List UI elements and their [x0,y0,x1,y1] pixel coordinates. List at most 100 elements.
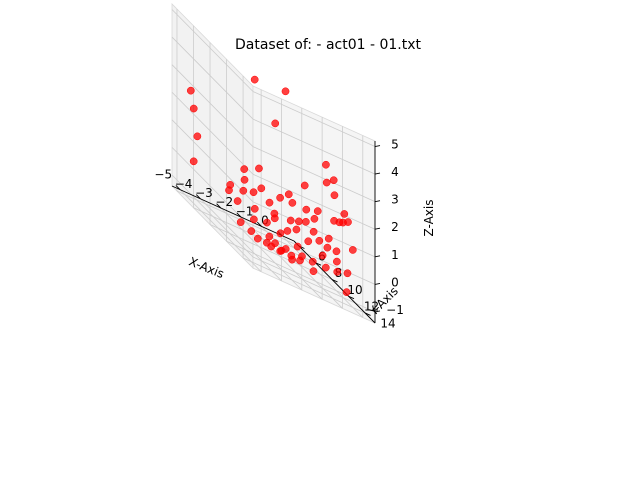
x-tick [256,221,262,227]
data-point [193,132,202,141]
data-point [342,288,351,296]
x-tick-label: −4 [175,177,193,191]
z-tick-label: 2 [391,220,399,234]
grid-line-x-floor [200,198,282,282]
data-point [257,184,266,193]
z-tick [374,282,381,285]
data-point [321,263,330,272]
data-point [302,205,311,214]
data-point [300,181,309,190]
z-tick [374,172,381,175]
data-point [276,193,284,202]
data-point [333,268,342,276]
data-point [270,214,279,223]
data-point [313,207,322,215]
data-point [298,252,306,261]
data-point [324,234,333,243]
grid-line-y-floor [242,257,366,314]
x-tick [216,203,222,209]
data-point [281,87,290,96]
z-tick-label: 0 [391,275,399,289]
data-point [288,255,296,264]
data-point [288,199,297,207]
data-point [233,197,242,205]
y-tick [348,295,355,300]
data-point [250,215,258,224]
data-point [293,242,302,251]
z-tick [374,200,381,203]
data-point [323,243,332,252]
data-point [263,218,271,227]
grid-line-z-back [252,146,376,203]
grid-line-z-back [252,173,376,230]
data-point [330,191,339,200]
data-point [309,267,318,276]
z-tick-label: 1 [391,248,399,262]
data-point [295,217,303,226]
z-tick-label: −1 [386,303,404,317]
data-point [186,86,195,95]
y-tick-label: 12 [364,300,379,314]
grid-line-z-left [171,9,254,92]
x-axis-label: X-Axis [187,254,226,281]
x-tick [195,194,201,200]
data-point [322,178,331,187]
data-point [189,104,198,113]
data-point [284,190,293,199]
x-tick-label: −5 [154,168,172,182]
x-tick-label: −2 [215,195,233,209]
axis-lines [171,141,376,324]
grid-line-z-left [171,64,254,147]
x-tick [175,185,181,190]
y-axis-line [293,240,376,324]
data-points [186,75,357,296]
grid-line-x-floor [220,207,303,291]
z-axis-label: Z-Axis [422,200,436,237]
chart-title: Dataset of: - act01 - 01.txt [235,37,422,53]
grid-line-z-left [171,119,254,203]
y-tick [315,262,322,266]
data-point [240,175,249,184]
data-point [276,247,285,255]
y-tick-label: 10 [347,283,362,297]
z-tick-label: 5 [391,138,399,152]
x-tick [236,212,242,218]
data-point [340,210,349,218]
data-point [276,229,285,238]
data-point [309,227,318,236]
data-point [239,186,248,195]
data-point [315,236,324,245]
data-point [283,227,292,235]
x-axis-line [171,185,295,242]
data-point [310,214,319,223]
grid-line-z-left [171,174,254,258]
data-point [286,216,295,225]
data-point [343,269,352,278]
data-point [265,198,274,207]
data-point [247,227,256,235]
z-tick [374,255,381,258]
data-point [304,237,313,246]
data-point [302,217,310,226]
x-tick-label: −1 [236,204,254,218]
data-point [308,257,317,266]
data-point [271,119,280,128]
data-point [292,225,301,234]
z-tick-label: 3 [391,193,399,207]
data-point [255,164,263,173]
data-point [318,251,327,260]
grid-line-z-back [252,118,376,175]
y-tick [364,312,371,316]
data-point [322,160,330,169]
grid-line-z-back [252,91,376,147]
z-tick [374,310,381,313]
y-tick-label: 14 [380,316,395,330]
z-tick-label: 4 [391,165,399,179]
data-point [335,218,344,227]
grid-line-z-left [171,91,254,175]
data-point [189,157,198,166]
data-point [250,204,259,213]
x-tick-label: −3 [195,186,213,200]
data-point [348,246,357,254]
